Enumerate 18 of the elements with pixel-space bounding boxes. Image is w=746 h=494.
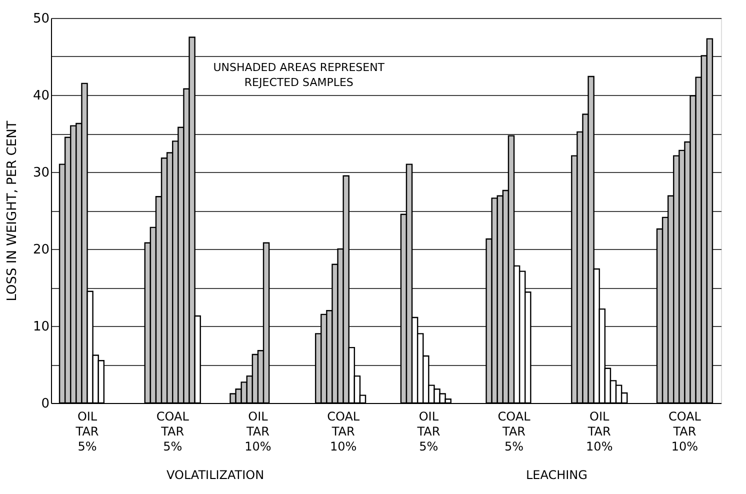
x-tick-label: COAL TAR 10% xyxy=(668,410,702,454)
y-tick-label: 30 xyxy=(32,166,50,180)
y-axis-title: LOSS IN WEIGHT, PER CENT xyxy=(4,120,20,302)
y-tick-label: 40 xyxy=(32,88,50,104)
x-tick-label: COAL TAR 10% xyxy=(327,410,360,454)
y-tick-label: 10 xyxy=(32,320,50,334)
x-tick-label: OIL TAR 5% xyxy=(416,410,440,454)
x-tick-label: COAL TAR 5% xyxy=(156,410,190,454)
text: VOLATILIZATION xyxy=(166,468,264,482)
x-tick-label: OIL TAR 5% xyxy=(74,410,99,454)
x-tick-label: COAL TAR 5% xyxy=(498,410,531,454)
x-tick-label: OIL TAR 10% xyxy=(586,410,613,454)
annotation: UNSHADED AREAS REPRESENT REJECTED SAMPLES xyxy=(213,61,385,90)
y-tick-label: 50 xyxy=(32,12,50,26)
y-tick-label: 0 xyxy=(41,396,50,412)
y-tick-label: 20 xyxy=(32,242,50,258)
x-tick-label: OIL TAR 10% xyxy=(244,410,272,454)
text: LEACHING xyxy=(526,468,588,482)
